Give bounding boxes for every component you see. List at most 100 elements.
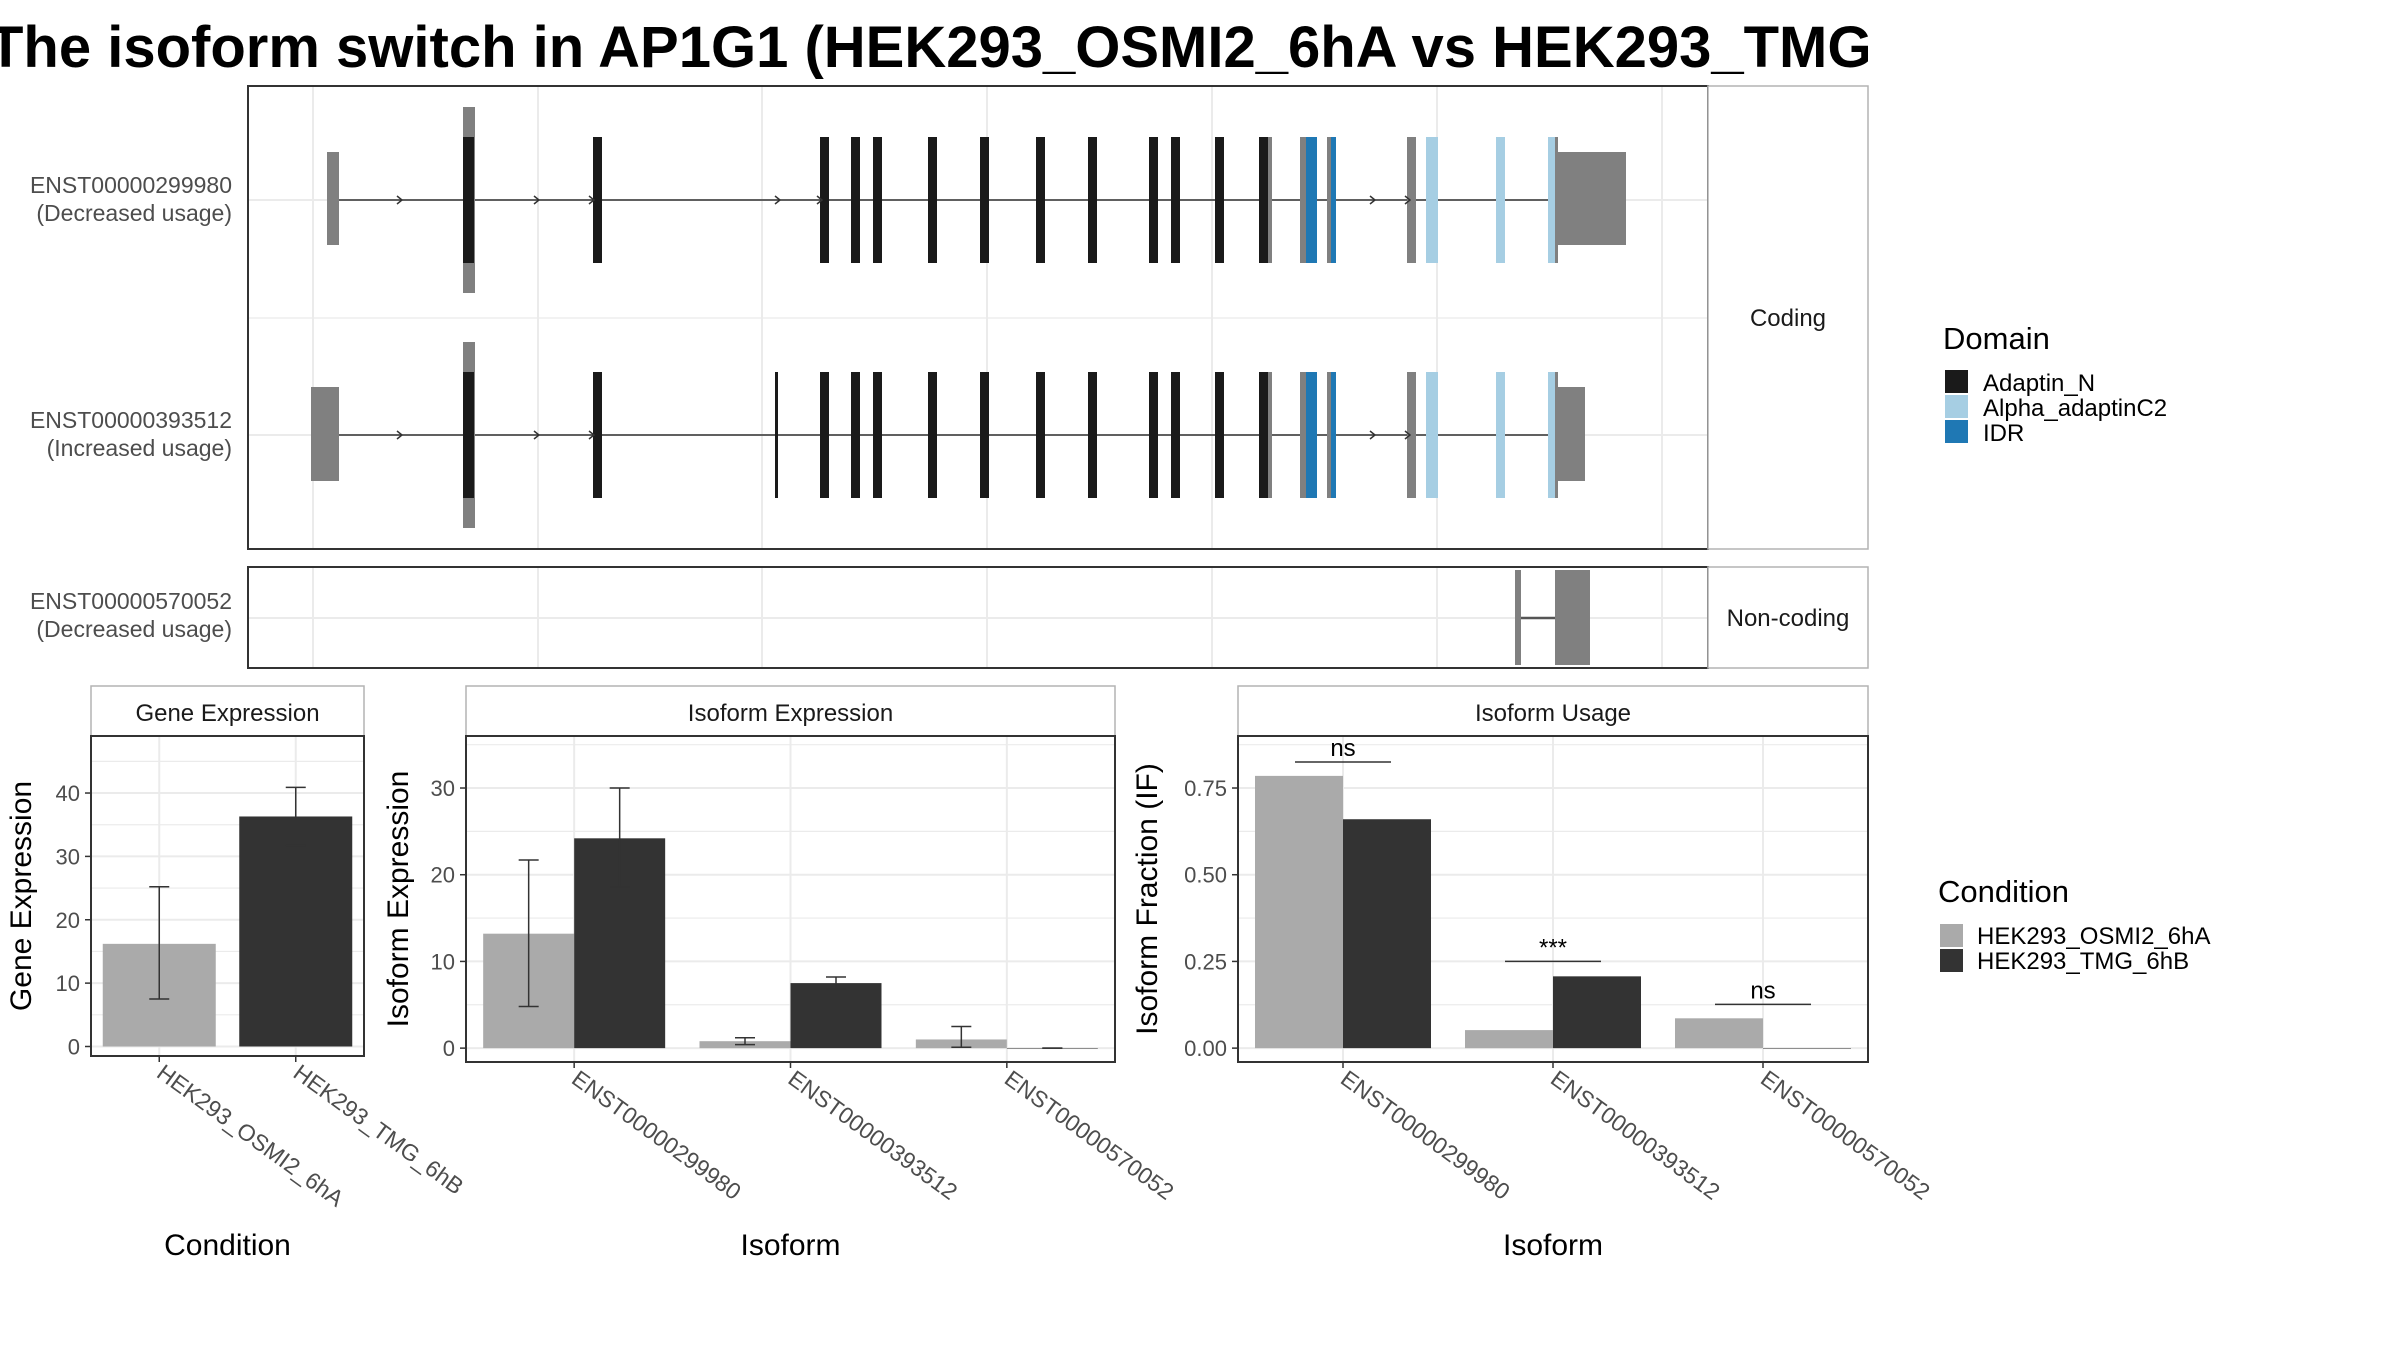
exon-utr — [1407, 137, 1416, 263]
exon-domain — [1036, 137, 1045, 263]
bar — [1675, 1018, 1763, 1049]
bar — [239, 816, 353, 1047]
significance-label: ns — [1330, 735, 1355, 762]
bar — [1343, 819, 1431, 1049]
exon-utr — [1268, 137, 1272, 263]
direction-arrow — [1404, 195, 1412, 205]
exon-domain — [873, 372, 882, 498]
transcript-model — [327, 107, 1626, 293]
legend-key-adaptin-n — [1945, 370, 1968, 393]
exon-utr — [1558, 387, 1585, 481]
direction-arrow — [396, 195, 404, 205]
legend-label: Adaptin_N — [1983, 370, 2095, 397]
y-tick-label: 0.00 — [1184, 1036, 1227, 1061]
exon-domain — [1306, 372, 1317, 498]
exon-domain — [1548, 137, 1557, 263]
exon-utr — [1515, 570, 1521, 665]
facet-strip-label: Coding — [1750, 305, 1826, 332]
facet-strip — [465, 685, 1116, 737]
exon-domain — [1548, 372, 1557, 498]
legend-title: Domain — [1943, 321, 2050, 356]
x-axis-title: Isoform — [1503, 1229, 1603, 1262]
bar — [790, 983, 882, 1049]
x-tick-label: ENST00000299980 — [1336, 1065, 1515, 1205]
exon-domain — [1171, 137, 1180, 263]
y-tick-label: 0 — [443, 1036, 455, 1061]
bar — [1553, 976, 1641, 1049]
exon-domain — [1171, 372, 1180, 498]
exon-domain — [1149, 137, 1158, 263]
exon-utr — [1268, 372, 1272, 498]
exon-domain — [1426, 137, 1438, 263]
exon-utr — [1555, 570, 1590, 665]
exon-domain — [1306, 137, 1317, 263]
legend-title: Condition — [1938, 874, 2069, 909]
exon-domain — [851, 137, 860, 263]
y-tick-label: 30 — [431, 776, 455, 801]
exon-utr — [1300, 372, 1307, 498]
exon-domain — [820, 372, 829, 498]
direction-arrow — [1404, 430, 1412, 440]
chart-title: Isoform Expression — [688, 700, 893, 727]
exon-utr — [1555, 372, 1558, 498]
direction-arrow — [1369, 430, 1377, 440]
y-tick-label: 10 — [431, 949, 455, 974]
exon-domain — [873, 137, 882, 263]
y-axis-title: Gene Expression — [5, 781, 38, 1011]
x-tick-label: ENST00000570052 — [1000, 1065, 1179, 1205]
exon-domain — [1088, 372, 1097, 498]
legend-label: IDR — [1983, 420, 2024, 447]
legend-key-cond-a — [1940, 924, 1963, 947]
exon-utr — [1327, 137, 1331, 263]
exon-domain — [775, 372, 778, 498]
exon-utr — [1300, 137, 1307, 263]
exon-domain — [1036, 372, 1045, 498]
exon-domain — [1496, 372, 1505, 498]
exon-domain — [1149, 372, 1158, 498]
direction-arrow — [533, 195, 541, 205]
bar — [1763, 1048, 1851, 1049]
exon-utr — [1407, 372, 1416, 498]
transcript-label-id: ENST00000570052 — [30, 588, 232, 614]
exon-utr — [327, 152, 339, 245]
direction-arrow — [588, 195, 596, 205]
exon-domain — [1259, 137, 1268, 263]
exon-domain — [1215, 372, 1224, 498]
facet-strip-label: Non-coding — [1727, 605, 1850, 632]
exon-utr — [311, 387, 339, 481]
facet-strip — [1707, 85, 1869, 550]
exon-domain — [1496, 137, 1505, 263]
exon-domain — [980, 137, 989, 263]
exon-domain — [851, 372, 860, 498]
x-tick-label: ENST00000299980 — [567, 1065, 746, 1205]
y-tick-label: 10 — [56, 971, 80, 996]
isoform-expression-chart: Isoform Expression 0 10 20 30 ENST00000299980… — [382, 685, 1179, 1262]
exon-domain — [463, 137, 474, 263]
transcript-label-usage: (Decreased usage) — [36, 200, 232, 226]
facet-strip — [90, 685, 365, 737]
direction-arrow — [1369, 195, 1377, 205]
y-tick-label: 0.75 — [1184, 776, 1227, 801]
direction-arrow — [396, 430, 404, 440]
y-tick-label: 0.50 — [1184, 863, 1227, 888]
exon-domain — [1331, 372, 1336, 498]
x-tick-label: ENST00000570052 — [1756, 1065, 1935, 1205]
exon-utr — [1327, 372, 1331, 498]
y-axis-title: Isoform Expression — [382, 771, 415, 1028]
y-tick-label: 20 — [56, 908, 80, 933]
exon-utr — [1558, 152, 1626, 245]
exon-domain — [820, 137, 829, 263]
x-axis-title: Condition — [164, 1229, 291, 1262]
exon-domain — [463, 372, 474, 498]
direction-arrow — [816, 195, 824, 205]
facet-strip — [1237, 685, 1869, 737]
transcript-model — [311, 342, 1585, 528]
isoform-usage-chart: Isoform Usage ns *** ns 0.00 0.25 0.50 0.75 ENST… — [1131, 685, 1935, 1262]
significance-label: *** — [1539, 934, 1567, 961]
exon-domain — [1331, 137, 1336, 263]
exon-domain — [593, 137, 602, 263]
x-axis-title: Isoform — [740, 1229, 840, 1262]
x-tick-label: ENST00000393512 — [784, 1065, 963, 1205]
y-tick-label: 40 — [56, 781, 80, 806]
